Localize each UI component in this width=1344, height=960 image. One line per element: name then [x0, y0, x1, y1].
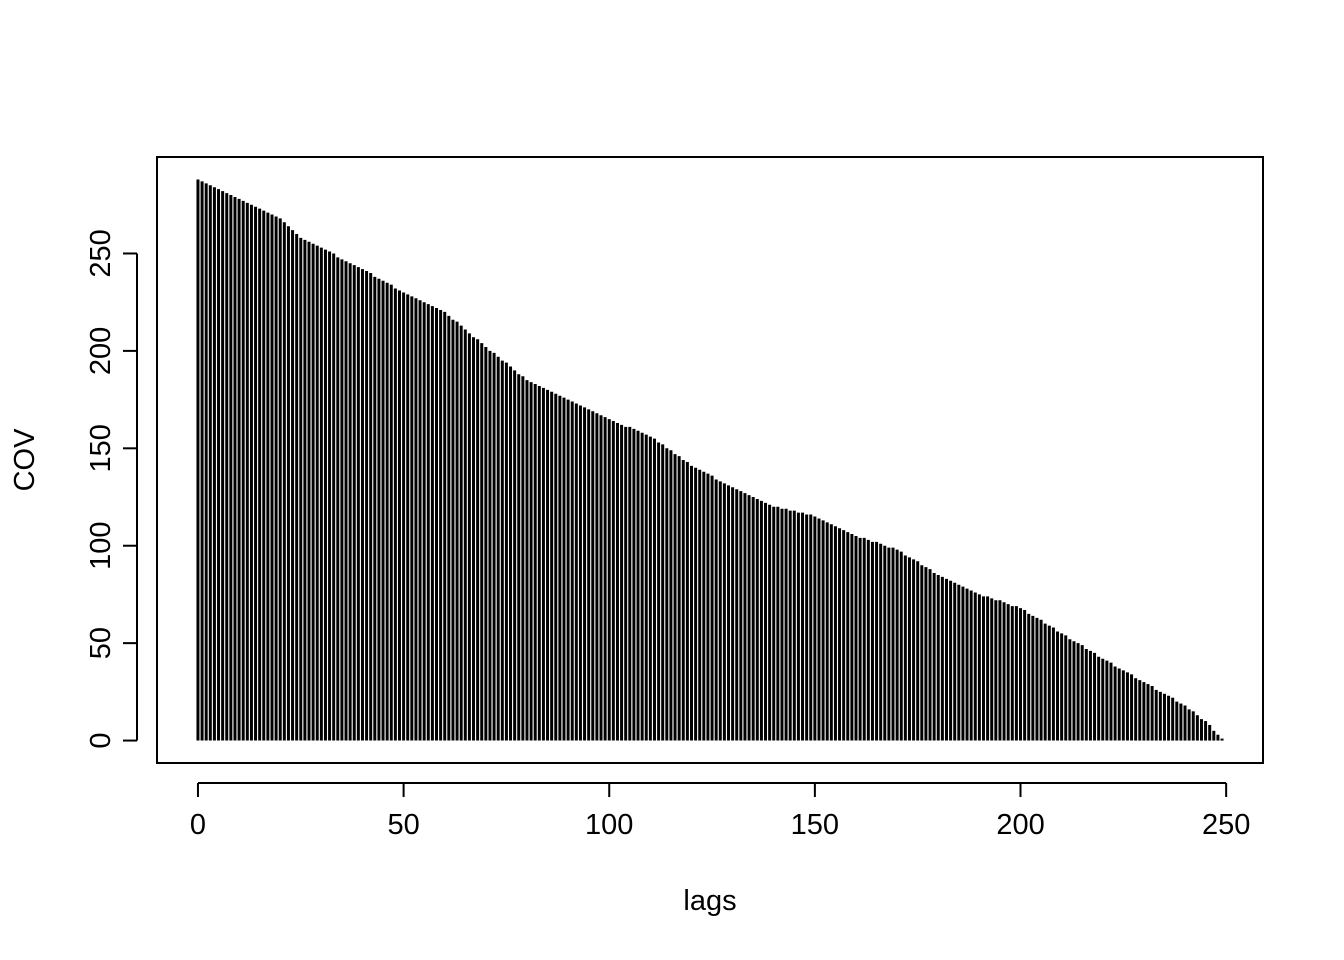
x-tick-label: 150 [791, 809, 839, 841]
x-axis-label: lags [683, 885, 736, 917]
y-tick-label: 200 [85, 327, 117, 375]
x-tick-label: 100 [585, 809, 633, 841]
y-tick-label: 0 [85, 732, 117, 748]
y-tick-label: 150 [85, 424, 117, 472]
y-axis-label: COV [9, 428, 41, 492]
y-tick-label: 50 [85, 627, 117, 659]
x-tick-label: 50 [387, 809, 419, 841]
y-tick-label: 250 [85, 229, 117, 277]
x-tick-label: 250 [1202, 809, 1250, 841]
y-tick-label: 100 [85, 522, 117, 570]
plot-frame [156, 156, 1264, 764]
x-tick-label: 0 [190, 809, 206, 841]
x-tick-label: 200 [996, 809, 1044, 841]
